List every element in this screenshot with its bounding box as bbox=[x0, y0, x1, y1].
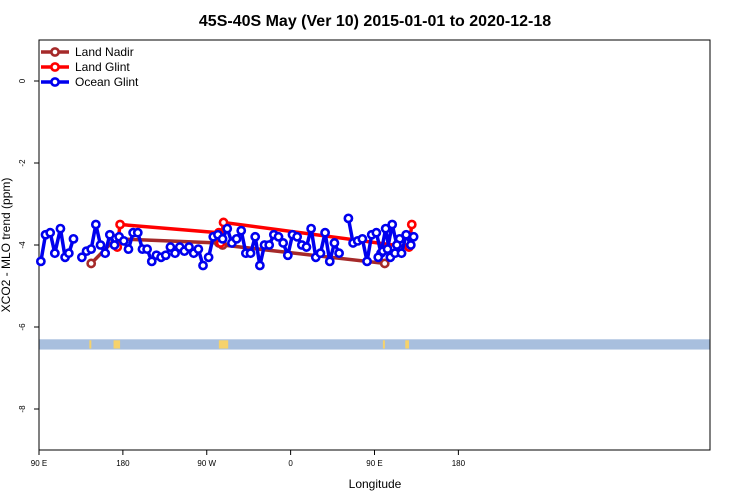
data-point bbox=[362, 256, 372, 267]
land-ocean-band bbox=[39, 339, 710, 350]
data-point bbox=[343, 213, 354, 224]
data-point bbox=[95, 240, 106, 250]
y-tick-label: -6 bbox=[18, 323, 27, 331]
data-point bbox=[324, 256, 335, 267]
data-point bbox=[160, 250, 171, 261]
data-point bbox=[387, 219, 398, 230]
data-point bbox=[405, 240, 416, 250]
data-point bbox=[142, 244, 153, 254]
data-point bbox=[250, 231, 261, 242]
data-point bbox=[254, 260, 265, 271]
data-point bbox=[90, 219, 101, 230]
land-segment bbox=[113, 340, 121, 349]
y-axis: 0 -2 -4 -6 -8 bbox=[18, 78, 39, 413]
data-point bbox=[35, 256, 46, 267]
legend-label: Ocean Glint bbox=[75, 75, 139, 89]
ocean-band bbox=[39, 339, 710, 350]
land-segment bbox=[382, 340, 385, 349]
y-tick-label: -2 bbox=[18, 159, 27, 167]
series-ocean-glint bbox=[35, 213, 419, 271]
data-point bbox=[165, 242, 176, 252]
data-point bbox=[379, 258, 390, 269]
data-point bbox=[100, 248, 111, 259]
data-point bbox=[292, 231, 303, 242]
x-tick-label: 0 bbox=[288, 459, 293, 468]
data-point bbox=[45, 227, 56, 238]
legend-label: Land Glint bbox=[75, 60, 130, 74]
data-point bbox=[406, 219, 417, 230]
data-point bbox=[306, 223, 317, 234]
data-point bbox=[86, 244, 97, 254]
data-point bbox=[315, 248, 326, 259]
legend-marker bbox=[50, 47, 60, 57]
y-tick-label: -8 bbox=[18, 405, 27, 413]
legend-marker bbox=[50, 62, 60, 72]
data-point bbox=[357, 233, 368, 244]
data-point bbox=[184, 242, 194, 252]
data-point bbox=[329, 238, 340, 248]
data-point bbox=[264, 240, 275, 250]
data-point bbox=[104, 229, 115, 240]
data-point bbox=[396, 248, 407, 259]
series-layer bbox=[35, 213, 419, 271]
legend-marker bbox=[50, 77, 60, 87]
data-point bbox=[76, 252, 87, 263]
data-point bbox=[55, 223, 66, 234]
x-tick-label: 180 bbox=[452, 459, 466, 468]
data-point bbox=[371, 227, 382, 238]
x-tick-label: 90 E bbox=[31, 459, 47, 468]
data-point bbox=[86, 258, 97, 269]
data-point bbox=[170, 248, 180, 259]
y-axis-label: XCO2 - MLO trend (ppm) bbox=[0, 178, 13, 313]
data-point bbox=[236, 225, 247, 236]
data-point bbox=[203, 252, 214, 263]
x-tick-label: 90 W bbox=[197, 459, 216, 468]
y-tick-label: -4 bbox=[18, 241, 27, 249]
x-axis-label: Longitude bbox=[349, 477, 402, 491]
data-point bbox=[373, 252, 384, 263]
data-point bbox=[123, 244, 134, 254]
data-point bbox=[109, 240, 120, 250]
data-point bbox=[401, 229, 412, 240]
data-point bbox=[115, 219, 125, 230]
data-point bbox=[282, 250, 293, 261]
data-point bbox=[217, 233, 228, 244]
data-point bbox=[301, 242, 312, 252]
data-point bbox=[118, 235, 129, 246]
land-segment bbox=[405, 340, 409, 349]
data-point bbox=[273, 231, 284, 242]
data-point bbox=[231, 233, 242, 244]
legend-label: Land Nadir bbox=[75, 45, 134, 59]
data-point bbox=[245, 248, 256, 259]
data-point bbox=[198, 260, 208, 271]
x-axis: 90 E 180 90 W 0 90 E 180 bbox=[31, 450, 466, 468]
data-point bbox=[63, 248, 74, 259]
data-point bbox=[222, 223, 233, 234]
data-point bbox=[49, 248, 60, 259]
data-point bbox=[380, 223, 391, 234]
y-tick-label: 0 bbox=[18, 78, 27, 83]
data-point bbox=[278, 238, 289, 248]
land-segment bbox=[218, 340, 229, 349]
data-point bbox=[68, 233, 79, 244]
data-point bbox=[193, 244, 204, 254]
x-tick-label: 180 bbox=[116, 459, 130, 468]
x-tick-label: 90 E bbox=[366, 459, 382, 468]
data-point bbox=[132, 227, 143, 238]
data-point bbox=[320, 227, 331, 238]
data-point bbox=[146, 256, 157, 267]
data-point bbox=[391, 240, 402, 250]
land-segment bbox=[89, 340, 92, 349]
data-point bbox=[382, 244, 393, 254]
chart-title: 45S-40S May (Ver 10) 2015-01-01 to 2020-… bbox=[199, 13, 551, 30]
data-point bbox=[334, 248, 344, 259]
data-point bbox=[408, 231, 419, 242]
